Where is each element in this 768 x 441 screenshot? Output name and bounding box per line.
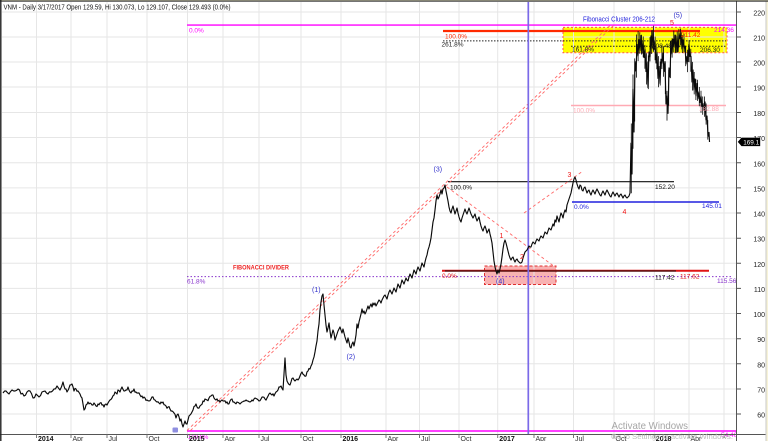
svg-text:(1): (1)	[312, 287, 321, 294]
svg-text:70: 70	[757, 388, 765, 395]
svg-text:140: 140	[753, 212, 765, 219]
svg-text:Apr: Apr	[388, 436, 400, 441]
svg-text:Oct: Oct	[616, 436, 627, 441]
svg-text:2: 2	[520, 254, 524, 261]
svg-text:120: 120	[753, 262, 765, 269]
svg-text:Oct: Oct	[149, 436, 160, 441]
svg-text:117.42: 117.42	[655, 275, 675, 282]
svg-text:54.46: 54.46	[721, 432, 738, 439]
svg-text:Fibonacci Cluster 206-212: Fibonacci Cluster 206-212	[583, 17, 655, 24]
svg-text:(3): (3)	[434, 167, 443, 174]
svg-text:182.88: 182.88	[699, 106, 719, 113]
svg-text:261.8%: 261.8%	[442, 42, 464, 49]
svg-text:Go to Settings to activate Win: Go to Settings to activate Windows.	[611, 432, 733, 441]
svg-text:Apr: Apr	[536, 436, 548, 441]
svg-text:2015: 2015	[189, 436, 205, 441]
svg-text:(2): (2)	[347, 354, 356, 361]
svg-text:214.36: 214.36	[714, 27, 734, 34]
svg-text:2017: 2017	[499, 436, 515, 441]
svg-text:200: 200	[753, 61, 765, 68]
svg-text:Oct: Oct	[461, 436, 472, 441]
svg-text:100.0%: 100.0%	[573, 108, 595, 115]
svg-text:Jul: Jul	[109, 436, 118, 441]
svg-text:208.48: 208.48	[652, 43, 672, 50]
svg-text:Apr: Apr	[691, 436, 703, 441]
svg-text:Apr: Apr	[225, 436, 237, 441]
svg-text:220: 220	[753, 11, 765, 18]
svg-text:100.0%: 100.0%	[445, 34, 467, 41]
svg-text:(4): (4)	[496, 279, 505, 286]
svg-text:4: 4	[623, 209, 627, 216]
svg-text:145.01: 145.01	[702, 203, 722, 210]
svg-text:Jul: Jul	[575, 436, 584, 441]
svg-text:0.0%: 0.0%	[189, 28, 204, 35]
svg-text:100.0%: 100.0%	[188, 435, 209, 441]
svg-text:0.0%: 0.0%	[574, 204, 589, 211]
svg-text:2016: 2016	[343, 436, 359, 441]
svg-text:180: 180	[753, 111, 765, 118]
svg-text:211.42: 211.42	[681, 32, 701, 39]
svg-text:160: 160	[753, 161, 765, 168]
svg-text:Oct: Oct	[303, 436, 314, 441]
svg-text:190: 190	[753, 86, 765, 93]
svg-text:3: 3	[568, 172, 572, 179]
svg-text:80: 80	[757, 362, 765, 369]
svg-text:152.20: 152.20	[655, 184, 675, 191]
svg-text:VNM - Daily 3/17/2017 Open 129: VNM - Daily 3/17/2017 Open 129.59, Hi 13…	[4, 5, 231, 12]
svg-text:100: 100	[753, 312, 765, 319]
svg-text:2014: 2014	[38, 436, 54, 441]
svg-text:130: 130	[753, 237, 765, 244]
svg-text:FIBONACCI DIVIDER: FIBONACCI DIVIDER	[233, 265, 289, 272]
svg-text:150: 150	[753, 186, 765, 193]
svg-text:169.1: 169.1	[743, 139, 759, 146]
svg-text:100.0%: 100.0%	[450, 185, 472, 192]
svg-text:110: 110	[754, 287, 765, 294]
svg-text:161.8%: 161.8%	[572, 47, 594, 54]
svg-text:2018: 2018	[656, 436, 672, 441]
svg-text:5: 5	[670, 20, 674, 27]
svg-text:117.62: 117.62	[680, 274, 700, 281]
svg-text:Jul: Jul	[421, 436, 430, 441]
svg-text:(5): (5)	[674, 13, 683, 20]
svg-text:Apr: Apr	[73, 436, 85, 441]
svg-text:90: 90	[757, 337, 765, 344]
svg-text:1: 1	[500, 233, 504, 240]
svg-text:210: 210	[753, 36, 765, 43]
svg-text:Activate Windows: Activate Windows	[612, 421, 689, 432]
svg-text:Jul: Jul	[261, 436, 270, 441]
svg-text:115.56: 115.56	[717, 278, 737, 285]
svg-text:61.8%: 61.8%	[187, 279, 206, 286]
svg-text:0.0%: 0.0%	[442, 273, 457, 280]
svg-text:60: 60	[757, 413, 765, 420]
svg-text:206.30: 206.30	[700, 47, 720, 54]
